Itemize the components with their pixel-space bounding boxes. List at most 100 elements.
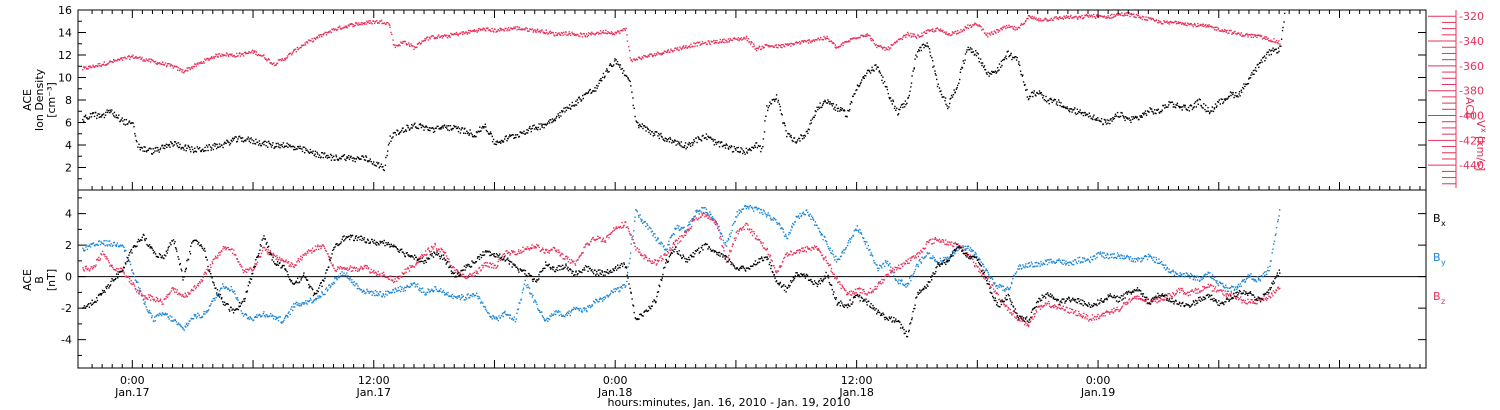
vx-series-point bbox=[509, 27, 512, 29]
vx-series-point bbox=[910, 32, 912, 35]
by-series-point bbox=[338, 275, 340, 277]
vx-series-point bbox=[1133, 16, 1135, 18]
density-series-point bbox=[765, 115, 767, 117]
density-series-point bbox=[1145, 112, 1147, 115]
density-series-point bbox=[783, 122, 786, 125]
density-series-point bbox=[1241, 91, 1243, 93]
vx-series-point bbox=[1199, 23, 1201, 26]
bottom-left-tick-label: 4 bbox=[65, 208, 72, 221]
density-series-point bbox=[1143, 113, 1145, 116]
by-series-point bbox=[810, 218, 812, 220]
vx-series-point bbox=[545, 32, 547, 35]
by-series-point bbox=[797, 216, 799, 218]
density-series-point bbox=[896, 107, 898, 109]
density-series-point bbox=[446, 127, 448, 129]
by-series-point bbox=[680, 226, 683, 229]
density-series-point bbox=[757, 144, 760, 147]
by-series-point bbox=[1221, 283, 1223, 285]
vx-series-point bbox=[96, 65, 99, 68]
density-series-point bbox=[355, 158, 358, 160]
vx-series-point bbox=[1108, 16, 1110, 19]
by-series-point bbox=[207, 310, 209, 312]
density-series-point bbox=[900, 104, 903, 106]
by-series-point bbox=[212, 298, 215, 300]
vx-series-point bbox=[512, 28, 514, 30]
vx-series-point bbox=[252, 52, 254, 54]
density-series-point bbox=[1015, 59, 1018, 61]
by-series-point bbox=[570, 311, 572, 313]
vx-series-point bbox=[1079, 17, 1082, 19]
by-series-point bbox=[300, 303, 303, 306]
density-series-point bbox=[664, 140, 666, 142]
vx-series-point bbox=[743, 36, 745, 39]
by-series-point bbox=[1111, 256, 1113, 258]
by-series-point bbox=[109, 240, 111, 242]
density-series-point bbox=[805, 130, 808, 133]
density-series-point bbox=[1017, 63, 1020, 65]
density-series-point bbox=[668, 141, 671, 143]
density-series-point bbox=[795, 142, 797, 144]
vx-series-point bbox=[547, 33, 549, 35]
density-series-point bbox=[513, 137, 515, 139]
by-series-point bbox=[818, 230, 821, 232]
vx-series-point bbox=[115, 59, 117, 61]
vx-series-point bbox=[649, 53, 652, 55]
density-series-point bbox=[830, 103, 832, 105]
by-series-point bbox=[730, 232, 732, 234]
vx-series-point bbox=[648, 55, 650, 57]
vx-series-point bbox=[908, 35, 910, 37]
top-right-ylabel-sub: x bbox=[1479, 128, 1488, 133]
vx-series-point bbox=[508, 29, 510, 32]
by-series-point bbox=[1237, 283, 1240, 286]
density-series-point bbox=[1139, 115, 1141, 117]
vx-series-point bbox=[1154, 20, 1156, 22]
vx-series-point bbox=[1088, 14, 1091, 16]
vx-series-point bbox=[891, 44, 894, 46]
by-series-point bbox=[290, 306, 293, 308]
by-series-point bbox=[1169, 271, 1171, 273]
vx-series-point bbox=[928, 29, 930, 31]
density-series-point bbox=[1005, 58, 1008, 60]
by-series-point bbox=[917, 264, 919, 266]
by-series-point bbox=[429, 291, 431, 293]
by-series-point bbox=[196, 316, 198, 318]
by-series-point bbox=[441, 291, 444, 293]
density-series-point bbox=[684, 145, 686, 147]
by-series-point bbox=[782, 231, 785, 233]
by-series-point bbox=[1251, 278, 1254, 280]
by-series-point bbox=[516, 312, 518, 314]
by-series-point bbox=[908, 283, 910, 285]
density-series-point bbox=[603, 77, 606, 79]
vx-series-point bbox=[938, 29, 941, 31]
density-series-point bbox=[811, 118, 814, 120]
by-series-point bbox=[461, 294, 463, 296]
density-series-point bbox=[807, 128, 810, 130]
density-series-point bbox=[1277, 47, 1280, 49]
density-series-point bbox=[615, 63, 618, 65]
vx-series-point bbox=[913, 35, 915, 37]
by-series-point bbox=[700, 211, 702, 213]
density-series-point bbox=[1252, 69, 1255, 72]
vx-series-point bbox=[1000, 27, 1003, 29]
vx-series-point bbox=[740, 37, 742, 39]
vx-series-point bbox=[761, 45, 763, 48]
density-series-point bbox=[301, 150, 304, 153]
vx-series-point bbox=[154, 60, 157, 63]
vx-series-point bbox=[390, 31, 392, 34]
vx-series-point bbox=[1118, 13, 1120, 15]
by-series-point bbox=[859, 229, 861, 231]
vx-series-point bbox=[1193, 24, 1195, 26]
density-series-point bbox=[739, 151, 741, 154]
by-series-point bbox=[663, 245, 665, 247]
top-right-ylabel: ACE V x [km/s] bbox=[1463, 97, 1488, 171]
density-series-point bbox=[466, 130, 468, 132]
density-series-point bbox=[443, 124, 446, 126]
by-series-point bbox=[1194, 279, 1197, 281]
vx-series-point bbox=[217, 56, 219, 58]
by-series-point bbox=[120, 245, 123, 247]
density-series-point bbox=[1025, 89, 1027, 91]
vx-series-point bbox=[967, 27, 970, 29]
vx-series-point bbox=[778, 44, 780, 47]
density-series-point bbox=[123, 119, 126, 121]
